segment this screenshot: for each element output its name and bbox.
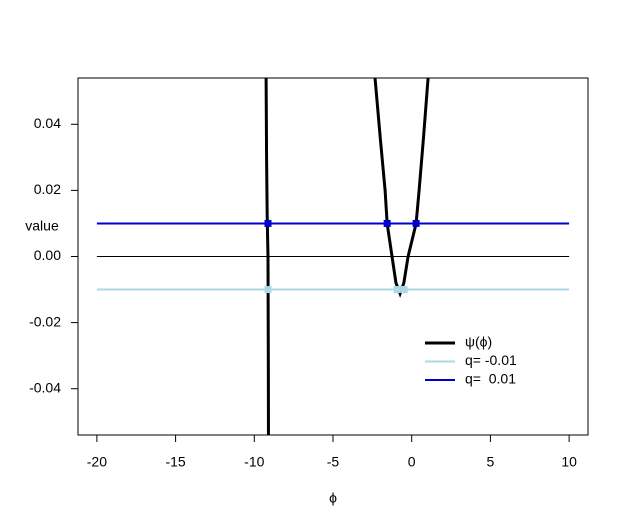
x-tick-label: 10 [561, 454, 577, 470]
point [393, 286, 401, 294]
x-axis-label: ϕ [329, 490, 337, 506]
point [264, 286, 272, 294]
legend-label: q= -0.01 [465, 352, 517, 368]
point [400, 286, 408, 294]
y-tick-label: 0.00 [34, 247, 61, 263]
y-tick-label: 0.04 [34, 115, 61, 131]
x-tick-label: -5 [327, 454, 340, 470]
point [264, 219, 272, 227]
legend-label: ψ(ϕ) [465, 334, 492, 350]
y-tick-label: -0.04 [29, 379, 61, 395]
x-tick-label: -10 [244, 454, 264, 470]
x-tick-label: -20 [87, 454, 107, 470]
y-axis-label: value [25, 218, 59, 234]
y-tick-label: -0.02 [29, 313, 61, 329]
x-tick-label: -15 [165, 454, 185, 470]
x-tick-label: 5 [487, 454, 495, 470]
series-line [264, 78, 430, 435]
point [383, 219, 391, 227]
y-tick-label: 0.02 [34, 181, 61, 197]
point [412, 219, 420, 227]
x-tick-label: 0 [408, 454, 416, 470]
legend-label: q= 0.01 [465, 371, 516, 387]
